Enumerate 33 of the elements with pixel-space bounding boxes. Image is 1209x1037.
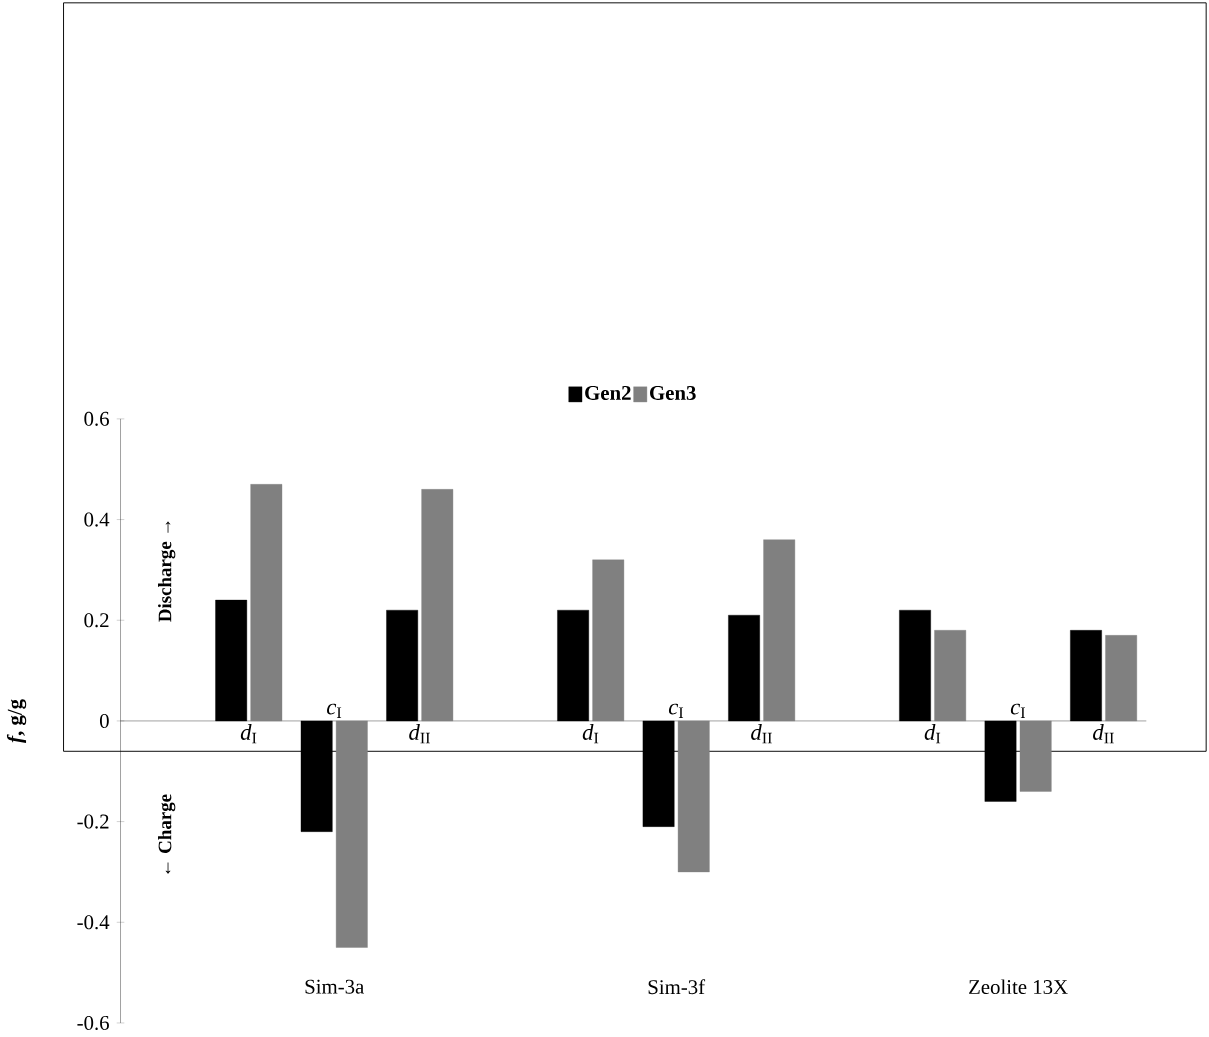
x-tick-label: d$_{II}$ [751, 723, 772, 744]
annotation: Discharge → [158, 521, 176, 622]
bar [335, 720, 368, 948]
bar [421, 489, 454, 722]
bar [934, 630, 967, 722]
bar [592, 559, 625, 722]
bar [250, 484, 283, 722]
legend-label: Gen2 [585, 385, 631, 400]
annotation: ← Charge [158, 794, 176, 874]
y-axis-title: f, g/g [6, 699, 27, 743]
bar [763, 539, 796, 722]
annotation: Sim-3f [648, 979, 706, 995]
x-tick-label: d$_{I}$ [582, 723, 599, 744]
bar [1105, 635, 1138, 722]
bar [677, 720, 710, 873]
y-tick-label: 0.6 [84, 411, 109, 426]
x-tick-label: d$_{I}$ [924, 723, 941, 744]
annotation: Zeolite 13X [969, 979, 1068, 995]
bar [1019, 720, 1052, 792]
x-tick-label: c$_{I}$ [1010, 703, 1025, 718]
x-tick-label: d$_{I}$ [240, 723, 257, 744]
y-tick-label: -0.4 [77, 915, 110, 930]
y-tick-label: 0 [99, 713, 109, 728]
y-tick-label: -0.6 [77, 1015, 109, 1031]
y-tick-label: 0.4 [84, 512, 110, 527]
x-tick-label: d$_{II}$ [409, 723, 430, 744]
y-tick-label: -0.2 [77, 814, 109, 829]
x-tick-label: c$_{I}$ [668, 703, 684, 718]
legend-label: Gen3 [650, 385, 696, 400]
annotation: Sim-3a [305, 979, 365, 994]
x-tick-label: d$_{II}$ [1093, 723, 1114, 744]
y-tick-label: 0.2 [84, 613, 109, 628]
x-tick-label: c$_{I}$ [327, 703, 342, 718]
